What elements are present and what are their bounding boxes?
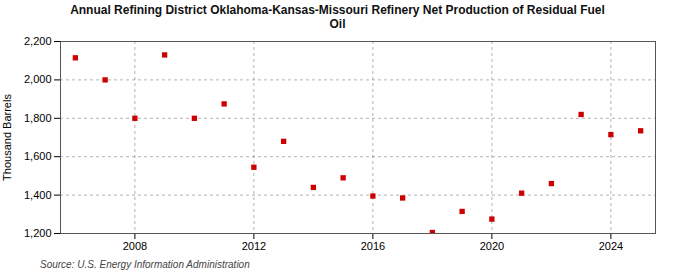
svg-text:2012: 2012 [242,240,266,252]
svg-text:1,800: 1,800 [24,112,52,124]
svg-text:1,200: 1,200 [24,227,52,239]
svg-text:2,200: 2,200 [24,35,52,47]
svg-text:2024: 2024 [599,240,623,252]
svg-text:2020: 2020 [480,240,504,252]
svg-text:2008: 2008 [123,240,147,252]
html-text:Source: U.S. Energy Informatio: Source: U.S. Energy Information Administ… [40,259,250,270]
svg-text:2,000: 2,000 [24,73,52,85]
html-text:Annual Refining District Oklah: Annual Refining District Oklahoma-Kansas… [70,3,605,31]
svg-text:Thousand Barrels: Thousand Barrels [1,94,13,181]
svg-text:1,400: 1,400 [24,189,52,201]
svg-text:2016: 2016 [361,240,385,252]
svg-text:1,600: 1,600 [24,150,52,162]
